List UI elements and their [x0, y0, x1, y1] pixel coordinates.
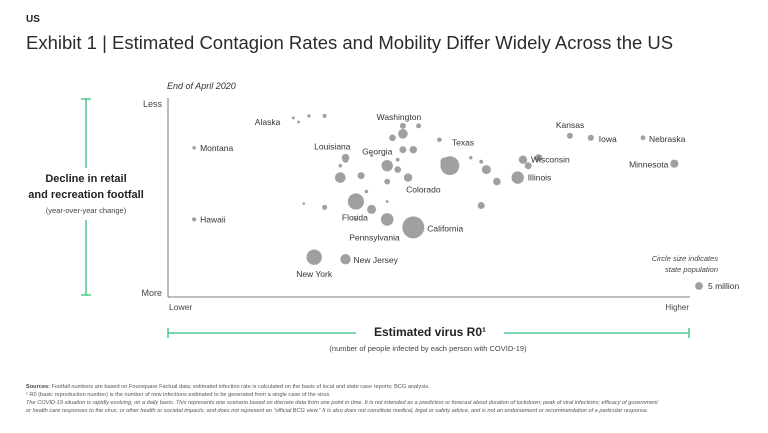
size-legend: Circle size indicates state population 5…: [652, 254, 740, 291]
point-22: [399, 122, 406, 129]
y-axis-title-line1: Decline in retail: [45, 173, 126, 185]
point-iowa: [587, 134, 594, 141]
x-axis-subtitle: (number of people infected by each perso…: [329, 344, 527, 353]
point-36: [364, 189, 369, 194]
point-34: [395, 157, 400, 162]
y-axis-bottom-label: More: [141, 288, 162, 298]
point-25: [399, 146, 407, 154]
point-23: [416, 123, 422, 129]
label-washington: Washington: [377, 112, 422, 122]
x-axis-high-label: Higher: [665, 303, 689, 312]
point-florida: [347, 193, 364, 210]
label-nebraska: Nebraska: [649, 134, 686, 144]
label-kansas: Kansas: [556, 120, 584, 130]
point-24: [389, 134, 396, 142]
point-hawaii: [192, 217, 197, 222]
point-washington: [398, 129, 408, 139]
point-nebraska: [640, 135, 646, 141]
label-iowa: Iowa: [599, 134, 617, 144]
x-axis-title: Estimated virus R0¹: [374, 325, 486, 339]
exhibit-title: Exhibit 1 | Estimated Contagion Rates an…: [26, 32, 674, 53]
point-kansas: [566, 132, 573, 139]
point-42: [477, 202, 485, 209]
point-39: [302, 202, 306, 205]
plot-axes: [167, 98, 690, 298]
point-49: [440, 157, 450, 166]
label-illinois: Illinois: [528, 173, 552, 183]
label-minnesota: Minnesota: [629, 160, 668, 170]
point-wisconsin: [518, 155, 528, 164]
legend-size-label: 5 million: [708, 281, 739, 291]
point-29: [338, 163, 343, 168]
point-27: [437, 137, 442, 143]
point-new-jersey: [340, 254, 351, 265]
point-38: [322, 204, 328, 210]
point-minnesota: [670, 159, 679, 168]
label-colorado: Colorado: [406, 185, 441, 195]
disclaimer-text-2: or health care responses to the virus; o…: [26, 408, 649, 414]
point-48: [535, 154, 543, 162]
point-colorado: [403, 173, 413, 182]
point-37: [385, 200, 389, 203]
point-california: [402, 216, 425, 239]
point-41: [354, 217, 358, 221]
point-32: [335, 172, 346, 183]
point-31: [357, 172, 365, 180]
point-new-york: [306, 249, 322, 265]
data-points: [192, 113, 679, 265]
label-hawaii: Hawaii: [200, 214, 226, 224]
label-florida: Florida: [342, 213, 368, 223]
point-44: [469, 156, 473, 160]
point-43: [479, 159, 484, 164]
point-47: [524, 162, 532, 170]
label-georgia: Georgia: [362, 147, 393, 157]
point-montana: [192, 146, 196, 150]
point-30: [370, 154, 373, 158]
y-axis-title-line2: and recreation footfall: [28, 189, 144, 201]
sources-label: Sources:: [26, 384, 50, 390]
label-alaska: Alaska: [255, 117, 281, 127]
legend-size-circle: [695, 282, 703, 290]
point-illinois: [511, 171, 524, 184]
point-21: [322, 113, 327, 118]
point-19: [297, 120, 300, 124]
footnote-r0: ¹ R0 (basic reproduction number) is the …: [26, 392, 331, 398]
disclaimer-text-1: The COVID-19 situation is rapidly evolvi…: [26, 400, 658, 406]
data-labels: Montana Hawaii Alaska Washington Louisiana Ge…: [200, 112, 686, 279]
legend-note-line1: Circle size indicates: [652, 254, 719, 263]
point-46: [493, 177, 501, 186]
label-louisiana: Louisiana: [314, 142, 351, 152]
footnote-sources: Sources: Footfall numbers are based on F…: [26, 384, 430, 391]
footnote-disclaimer-1: The COVID-19 situation is rapidly evolvi…: [26, 400, 658, 407]
point-26: [409, 146, 417, 154]
point-35: [384, 178, 391, 185]
label-montana: Montana: [200, 143, 233, 153]
point-28: [342, 156, 349, 163]
point-pennsylvania: [380, 213, 394, 226]
point-40: [367, 204, 377, 214]
label-california: California: [427, 223, 463, 233]
sources-text: Footfall numbers are based on Foursquare…: [49, 384, 430, 390]
x-axis-low-label: Lower: [169, 302, 192, 312]
region-label: US: [26, 14, 40, 25]
point-33: [394, 166, 402, 173]
label-new-york: New York: [296, 269, 333, 279]
y-axis-top-label: Less: [143, 99, 163, 109]
point-georgia: [381, 160, 393, 172]
legend-note-line2: state population: [665, 265, 718, 274]
label-wisconsin: Wisconsin: [531, 155, 570, 165]
point-alaska: [291, 116, 295, 120]
label-texas: Texas: [452, 138, 474, 148]
chart-subtitle: End of April 2020: [167, 81, 236, 91]
label-new-jersey: New Jersey: [354, 255, 399, 265]
point-20: [307, 114, 311, 118]
label-pennsylvania: Pennsylvania: [349, 232, 400, 242]
point-45: [481, 165, 491, 175]
y-axis-subtitle: (year-over-year change): [46, 206, 127, 215]
footnote-disclaimer-2: or health care responses to the virus; o…: [26, 408, 648, 415]
